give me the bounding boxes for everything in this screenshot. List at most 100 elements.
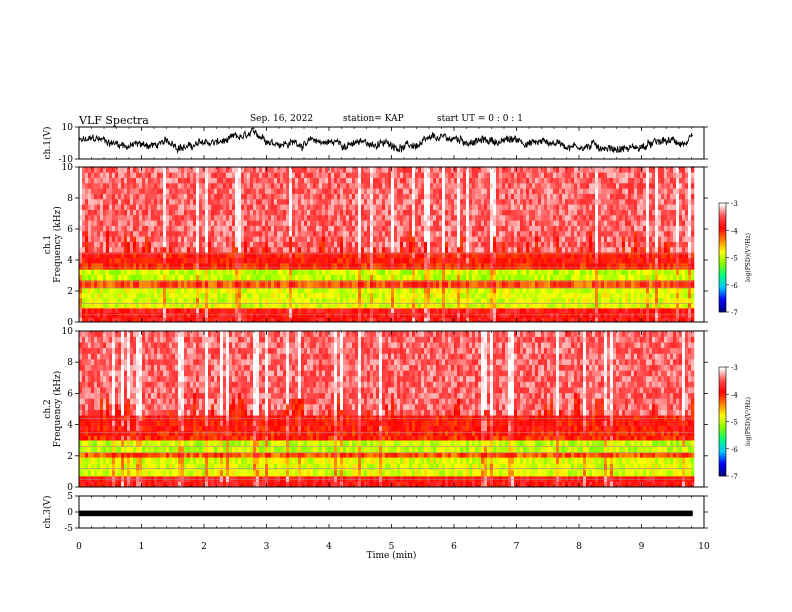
colorbar-cell (719, 255, 726, 258)
colorbar-cell (719, 222, 726, 226)
y-tick-label: -5 (64, 524, 73, 534)
x-tick-label: 9 (639, 542, 645, 552)
colorbar-cell (719, 388, 726, 391)
y-tick-label: 8 (67, 194, 73, 204)
colorbar-cell (719, 246, 726, 249)
x-tick-label: 1 (139, 542, 145, 552)
colorbar-cell (719, 396, 726, 399)
y-tick-label: 10 (62, 163, 74, 173)
colorbar-cell (719, 454, 726, 457)
colorbar-cell (719, 308, 726, 311)
colorbar-cell (719, 472, 726, 475)
y-tick-label: 10 (62, 327, 74, 337)
colorbar-cell (719, 401, 726, 404)
colorbar-cell (719, 304, 726, 307)
colorbar-cell (719, 272, 726, 275)
colorbar-cell (719, 434, 726, 437)
colorbar-tick-label: -5 (731, 255, 738, 263)
ch2-spectrogram (79, 331, 695, 488)
colorbar-cell (719, 376, 726, 379)
colorbar-cell (719, 213, 726, 217)
colorbar-cell (719, 230, 726, 233)
colorbar-cell (719, 279, 726, 282)
x-tick-label: 3 (264, 542, 270, 552)
colorbar-cell (719, 423, 726, 426)
colorbar-cell (719, 232, 726, 235)
ch1-spectrogram (79, 167, 695, 323)
colorbar-cell (719, 397, 726, 400)
colorbar-cell (719, 372, 726, 375)
colorbar-cell (719, 461, 726, 464)
colorbar-cell (719, 450, 726, 453)
colorbar-cell (719, 281, 726, 284)
y-axis-label: Frequency (kHz) (52, 371, 63, 448)
y-tick-label: -10 (59, 155, 74, 165)
y-axis-label: ch.3(V) (42, 496, 53, 529)
colorbar-cell (719, 445, 726, 448)
colorbar-cell (719, 446, 726, 450)
colorbar-cell (719, 426, 726, 430)
y-tick-label: 0 (67, 508, 73, 518)
colorbar-cell (719, 428, 726, 431)
colorbar-cell (719, 301, 726, 304)
colorbar-cell (719, 414, 726, 417)
colorbar-cell (719, 204, 726, 207)
x-tick-label: 5 (389, 542, 395, 552)
colorbar-cell (719, 261, 726, 264)
y-axis-label: ch.2 (43, 399, 53, 418)
colorbar-cell (719, 292, 726, 295)
y-tick-label: 2 (67, 452, 73, 462)
colorbar-cell (719, 286, 726, 289)
colorbar-tick-label: -7 (731, 473, 738, 481)
y-tick-label: 4 (67, 256, 73, 266)
y-tick-label: 8 (67, 358, 73, 368)
y-tick-label: 5 (67, 492, 73, 502)
colorbar-tick-label: -5 (731, 419, 738, 427)
colorbar-cell (719, 203, 726, 206)
colorbar-tick-label: -3 (731, 200, 738, 208)
colorbar-cell (719, 259, 726, 262)
colorbar-cell (719, 257, 726, 260)
y-tick-label: 4 (67, 421, 73, 431)
colorbar-cell (719, 217, 726, 220)
colorbar-cell (719, 406, 726, 410)
colorbar-cell (719, 221, 726, 224)
colorbar-cell (719, 443, 726, 446)
colorbar-cell (719, 432, 726, 435)
colorbar-cell (719, 421, 726, 424)
colorbar-cell (719, 441, 726, 444)
colorbar-cell (719, 293, 726, 296)
x-tick-label: 0 (76, 542, 82, 552)
colorbar-cell (719, 206, 726, 209)
colorbar-cell (719, 219, 726, 222)
colorbar-cell (719, 368, 726, 371)
colorbar-cell (719, 417, 726, 420)
date-label: Sep. 16, 2022 (250, 114, 314, 124)
colorbar-cell (719, 392, 726, 395)
colorbar-cell (719, 399, 726, 402)
colorbar-cell (719, 306, 726, 309)
x-tick-label: 4 (326, 542, 332, 552)
station-label: station= KAP (343, 114, 404, 124)
colorbar-cell (719, 208, 726, 211)
y-tick-label: 0 (67, 483, 73, 493)
colorbar-cell (719, 381, 726, 384)
colorbar-cell (719, 210, 726, 213)
colorbar-cell (719, 408, 726, 411)
colorbar-cell (719, 459, 726, 462)
colorbar-cell (719, 416, 726, 419)
colorbar-cell (719, 253, 726, 256)
x-tick-label: 2 (201, 542, 207, 552)
colorbar-cell (719, 466, 726, 470)
colorbar-cell (719, 403, 726, 406)
colorbar-cell (719, 228, 726, 231)
y-axis-label: ch.1 (43, 235, 53, 254)
colorbar-cell (719, 273, 726, 276)
colorbar-cell (719, 270, 726, 273)
colorbar-cell (719, 262, 726, 266)
colorbar-cell (719, 215, 726, 218)
colorbar-cell (719, 457, 726, 460)
colorbar-cell (719, 241, 726, 244)
colorbar-tick-label: -7 (731, 309, 738, 317)
